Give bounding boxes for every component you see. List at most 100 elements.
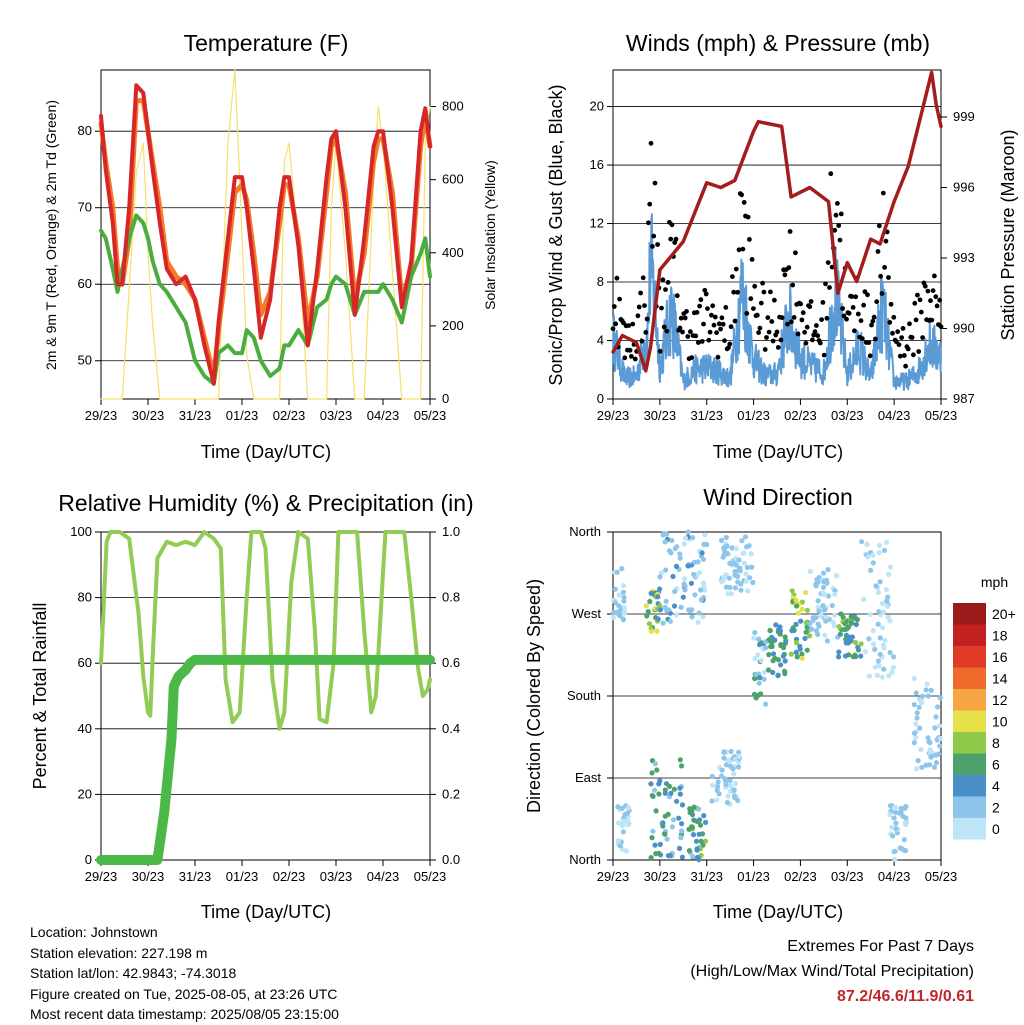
wind-direction-point [697, 570, 703, 576]
wind-gust-point [715, 354, 721, 360]
wind-direction-point [842, 621, 848, 627]
wind-gust-point [878, 273, 883, 279]
wind-direction-point [741, 560, 747, 566]
wind-gust-point [901, 353, 907, 358]
wind-direction-point [887, 650, 893, 656]
wind-direction-point [662, 539, 668, 545]
wind-direction-point [682, 576, 688, 582]
wind-direction-point [623, 848, 630, 854]
wind-direction-point [870, 628, 876, 634]
wind-direction-point [815, 579, 821, 585]
wind-direction-ytick-label: East [575, 770, 601, 785]
wind-direction-point [648, 628, 654, 635]
wind-direction-point [693, 838, 700, 844]
wind-direction-point [803, 629, 809, 635]
wind-direction-point [676, 845, 683, 852]
wind-gust-point [643, 330, 649, 335]
wind-direction-point [709, 773, 715, 780]
wind-gust-point [835, 201, 840, 206]
wind-direction-point [846, 624, 852, 630]
wind-direction-point [648, 781, 654, 787]
winds-y2tick-label: 996 [953, 180, 975, 195]
wind-direction-xtick-label: 31/23 [690, 869, 723, 884]
winds-ytick-label: 8 [597, 274, 604, 289]
wind-direction-point [699, 550, 705, 556]
wind-direction-point [752, 629, 758, 636]
wind-gust-point [787, 229, 793, 234]
wind-direction-point [913, 721, 919, 727]
temperature-y2tick-label: 600 [442, 172, 464, 187]
temperature-xtick-label: 30/23 [132, 408, 165, 423]
wind-direction-point [619, 805, 625, 811]
wind-gust-point [639, 338, 645, 344]
wind-gust-point [800, 310, 806, 316]
wind-direction-point [932, 725, 938, 731]
wind-gust-point [778, 337, 784, 343]
temperature-y2tick-label: 0 [442, 391, 449, 406]
extremes-heading: Extremes For Past 7 Days [787, 938, 974, 955]
colorbar-swatch [953, 710, 986, 732]
wind-direction-point [911, 675, 918, 682]
wind-direction-point [649, 792, 655, 799]
wind-gust-point [899, 335, 904, 340]
wind-direction-point [782, 634, 788, 640]
extremes-values: 87.2/46.6/11.9/0.61 [836, 988, 974, 1005]
wind-direction-point [667, 852, 673, 859]
wind-gust-point [762, 347, 768, 352]
wind-direction-xtick-label: 29/23 [597, 869, 630, 884]
wind-direction-xaxis-title: Time (Day/UTC) [713, 902, 843, 922]
temperature-xtick-label: 04/23 [367, 408, 400, 423]
wind-direction-point [928, 687, 934, 694]
winds-chart-title: Winds (mph) & Pressure (mb) [626, 30, 930, 56]
wind-direction-point [862, 649, 868, 655]
wind-gust-point [723, 305, 729, 310]
wind-direction-point [810, 615, 816, 621]
wind-direction-point [689, 607, 695, 613]
wind-direction-point [882, 637, 888, 643]
wind-direction-point [736, 557, 742, 563]
wind-gust-point [650, 244, 655, 249]
wind-gust-point [869, 322, 874, 328]
temperature-xaxis-title: Time (Day/UTC) [201, 442, 331, 462]
wind-direction-point [670, 573, 676, 580]
wind-direction-point [794, 654, 800, 660]
wind-direction-point [649, 770, 655, 776]
wind-gust-point [668, 236, 674, 242]
wind-direction-point [770, 669, 776, 676]
wind-direction-point [876, 542, 883, 549]
wind-direction-point [692, 559, 698, 565]
wind-direction-point [733, 546, 740, 552]
wind-direction-point [859, 539, 865, 545]
wind-direction-point [727, 560, 733, 567]
wind-direction-point [743, 571, 749, 577]
winds-y2tick-label: 987 [953, 391, 975, 406]
wind-gust-point [795, 331, 801, 337]
wind-gust-point [622, 355, 628, 361]
wind-direction-point [775, 673, 781, 679]
wind-direction-point [877, 651, 883, 657]
wind-gust-point [903, 363, 908, 369]
wind-gust-point [821, 352, 827, 358]
wind-gust-point [749, 257, 755, 262]
wind-direction-point [730, 561, 737, 567]
humidity-chart-title: Relative Humidity (%) & Precipitation (i… [58, 490, 473, 516]
wind-gust-point [663, 287, 668, 292]
wind-direction-point [616, 592, 622, 598]
winds-y2tick-label: 990 [953, 321, 975, 336]
wind-gust-point [629, 354, 634, 359]
wind-gust-point [858, 318, 864, 324]
wind-gust-point [832, 227, 838, 233]
wind-direction-point [890, 664, 897, 671]
temperature-ytick-label: 70 [78, 200, 92, 215]
wind-direction-point [665, 607, 671, 613]
wind-direction-point [748, 551, 754, 557]
sonic-wind-line [612, 213, 942, 392]
wind-direction-point [611, 610, 617, 616]
wind-gust-point [730, 274, 735, 279]
wind-direction-point [933, 714, 939, 720]
wind-gust-point [768, 289, 773, 295]
wind-direction-point [657, 607, 664, 613]
wind-direction-point [775, 657, 782, 663]
wind-direction-point [679, 821, 685, 827]
colorbar-swatch [953, 796, 986, 818]
